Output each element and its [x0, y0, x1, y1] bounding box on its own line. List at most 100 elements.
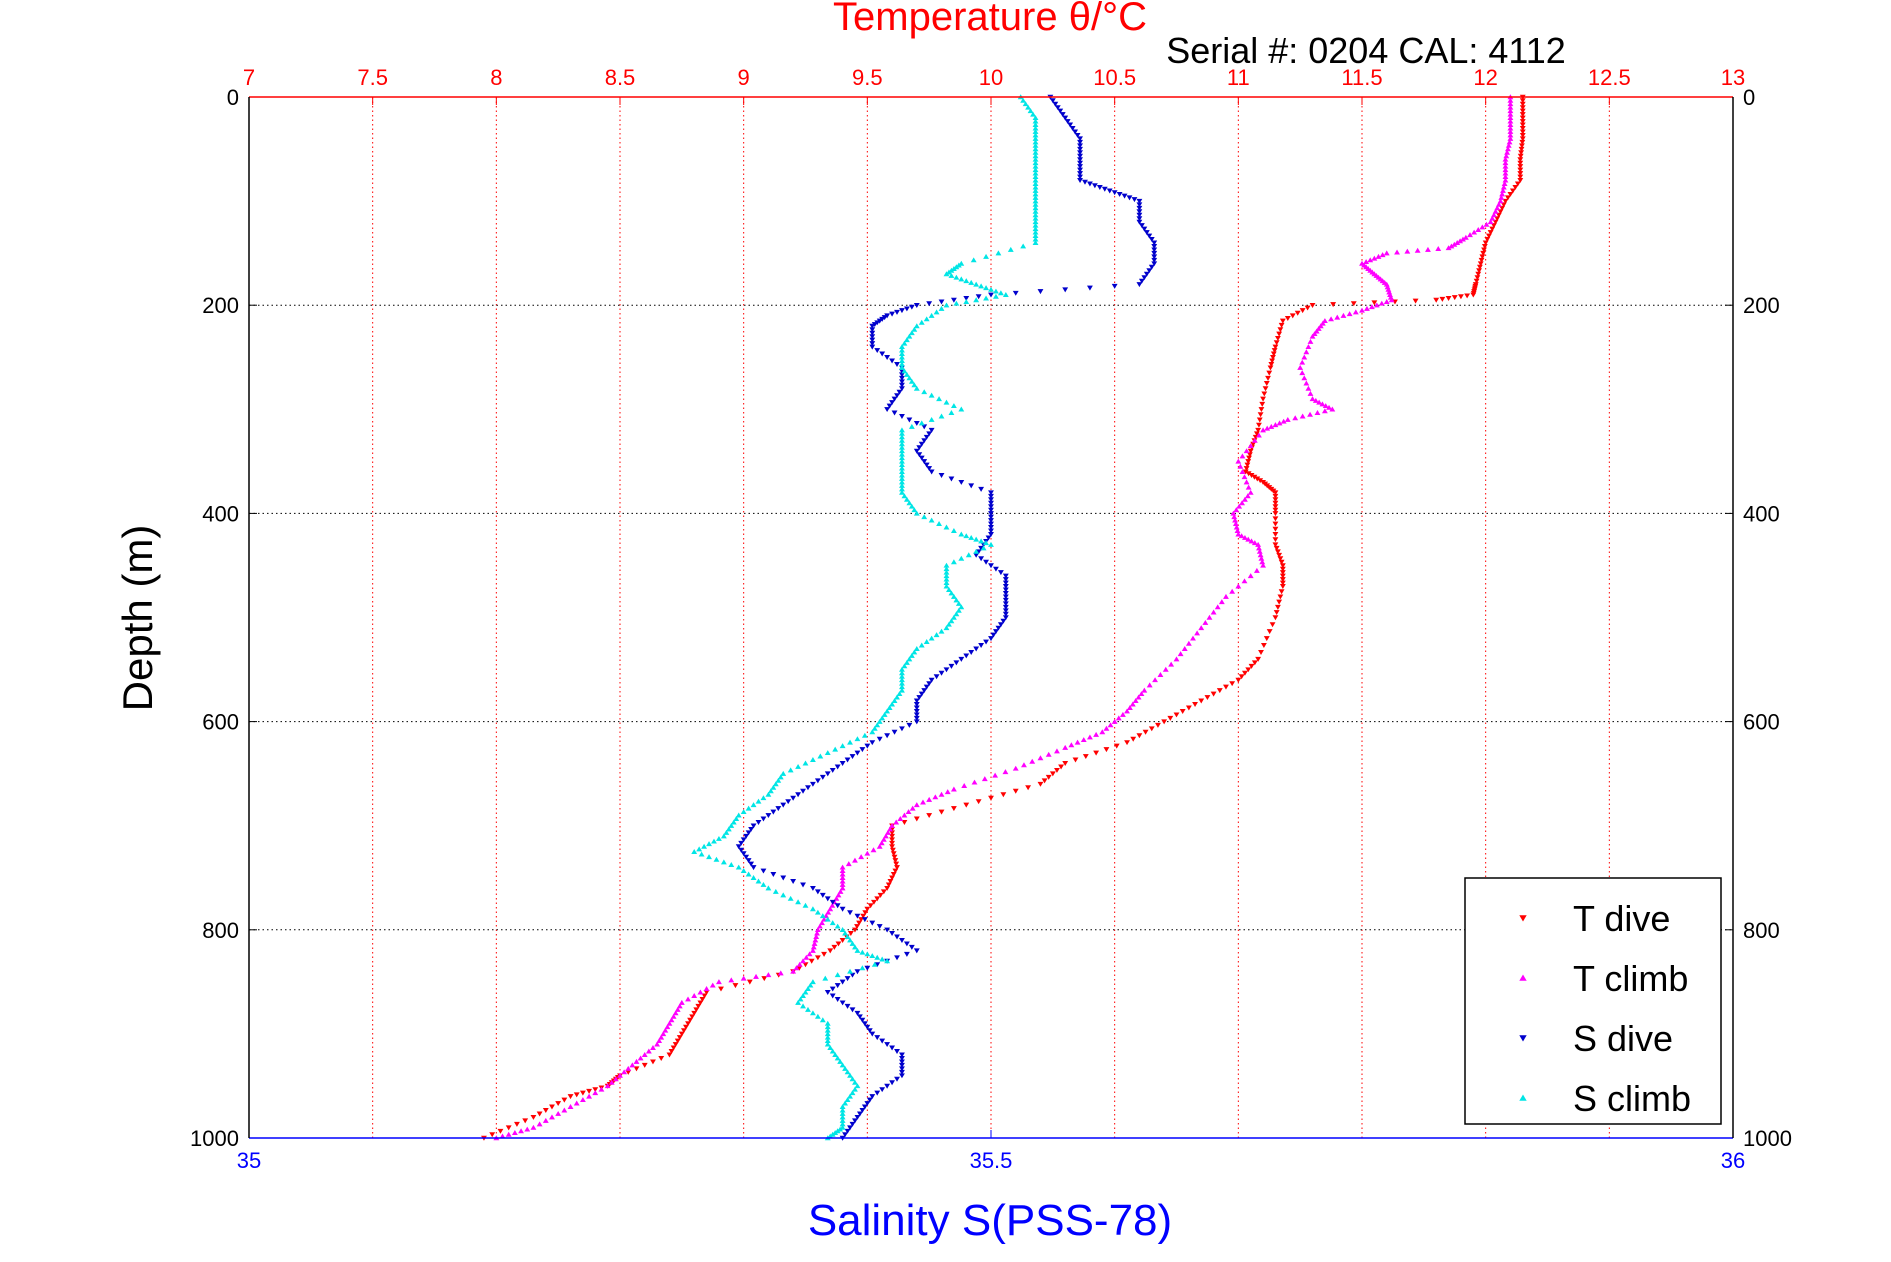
marker-s-climb	[948, 272, 955, 278]
marker-s-dive	[1077, 157, 1083, 163]
marker-s-climb	[772, 888, 779, 894]
marker-t-climb	[1329, 406, 1336, 412]
marker-t-climb	[1239, 469, 1246, 474]
marker-t-climb	[703, 986, 710, 992]
marker-t-climb	[809, 947, 816, 953]
marker-t-climb	[992, 772, 999, 778]
marker-t-climb	[621, 1069, 628, 1075]
marker-s-climb	[852, 1086, 858, 1092]
marker-t-dive	[1229, 681, 1236, 687]
marker-s-climb	[943, 271, 950, 277]
marker-t-dive	[1497, 209, 1504, 215]
marker-s-dive	[847, 1125, 853, 1131]
marker-t-climb	[524, 1126, 531, 1132]
marker-s-climb	[950, 266, 957, 271]
marker-t-climb	[561, 1107, 568, 1113]
marker-t-dive	[1265, 375, 1271, 381]
marker-s-climb	[874, 722, 881, 728]
marker-s-dive	[963, 653, 970, 659]
marker-t-climb	[1378, 300, 1385, 306]
marker-t-climb	[1368, 304, 1375, 310]
marker-s-dive	[854, 913, 861, 919]
marker-s-dive	[1049, 98, 1056, 104]
marker-t-dive	[1277, 594, 1284, 600]
marker-t-climb	[1129, 701, 1136, 707]
marker-t-dive	[938, 809, 945, 815]
marker-s-climb	[839, 1124, 846, 1130]
marker-t-climb	[1284, 416, 1291, 422]
marker-s-dive	[988, 292, 994, 298]
marker-s-climb	[765, 791, 772, 797]
marker-s-climb	[876, 718, 883, 724]
marker-t-climb	[882, 833, 889, 839]
marker-t-climb	[1322, 403, 1329, 409]
marker-s-dive	[785, 799, 792, 805]
marker-t-climb	[1229, 588, 1236, 594]
marker-s-climb	[837, 1126, 844, 1132]
marker-t-dive	[874, 896, 881, 902]
marker-s-dive	[745, 858, 752, 864]
marker-s-climb	[923, 316, 930, 322]
marker-t-climb	[790, 968, 797, 974]
marker-t-climb	[806, 951, 813, 957]
marker-t-dive	[693, 1007, 700, 1013]
marker-t-climb	[1307, 411, 1313, 417]
marker-t-dive	[1278, 559, 1285, 565]
marker-t-climb	[1500, 187, 1506, 193]
marker-t-climb	[641, 1051, 648, 1057]
marker-s-dive	[854, 1114, 861, 1120]
marker-s-dive	[899, 1055, 905, 1061]
marker-t-dive	[674, 1038, 681, 1044]
marker-t-climb	[1202, 619, 1209, 625]
marker-s-climb	[894, 694, 900, 700]
marker-s-dive	[1012, 290, 1019, 296]
marker-s-dive	[891, 729, 898, 735]
marker-s-climb	[730, 819, 737, 825]
marker-t-climb	[1475, 226, 1482, 232]
marker-s-dive	[864, 1101, 871, 1107]
marker-t-dive	[892, 858, 899, 864]
marker-s-dive	[1096, 185, 1103, 190]
series-s-climb	[691, 94, 1039, 1141]
marker-s-climb	[911, 382, 918, 388]
marker-s-dive	[1136, 282, 1143, 288]
marker-s-dive	[997, 622, 1004, 628]
marker-t-climb	[1435, 246, 1442, 252]
marker-s-climb	[953, 274, 960, 280]
marker-s-climb	[824, 1041, 831, 1047]
marker-s-climb	[795, 899, 802, 905]
marker-s-climb	[955, 600, 962, 606]
y-tick-label-right-800: 800	[1743, 918, 1780, 943]
marker-s-dive	[856, 1014, 863, 1020]
marker-t-climb	[1119, 711, 1126, 717]
marker-t-dive	[1489, 226, 1496, 232]
marker-t-dive	[1058, 764, 1065, 770]
marker-t-dive	[1238, 674, 1245, 680]
marker-s-dive	[1131, 197, 1138, 203]
marker-t-climb	[1462, 234, 1469, 240]
marker-s-climb	[696, 846, 703, 852]
marker-t-dive	[1258, 407, 1265, 413]
marker-t-climb	[765, 972, 772, 978]
marker-t-climb	[1489, 215, 1496, 221]
marker-t-climb	[656, 1038, 663, 1044]
marker-t-climb	[1177, 651, 1184, 657]
marker-s-climb	[809, 1010, 816, 1016]
marker-t-climb	[1243, 479, 1250, 485]
marker-s-climb	[995, 250, 1002, 256]
marker-t-dive	[1505, 195, 1511, 201]
marker-t-climb	[800, 958, 806, 964]
marker-s-climb	[871, 961, 878, 967]
marker-s-climb	[983, 540, 989, 546]
marker-t-dive	[1500, 202, 1507, 208]
marker-s-dive	[849, 754, 856, 760]
marker-s-dive	[1077, 146, 1083, 152]
marker-t-dive	[1279, 570, 1286, 576]
marker-s-climb	[740, 868, 747, 874]
marker-t-dive	[1412, 298, 1419, 304]
marker-s-climb	[849, 1076, 856, 1082]
marker-s-dive	[869, 920, 876, 926]
marker-s-dive	[735, 844, 742, 850]
marker-s-climb	[923, 639, 930, 645]
marker-t-climb	[1326, 404, 1332, 410]
